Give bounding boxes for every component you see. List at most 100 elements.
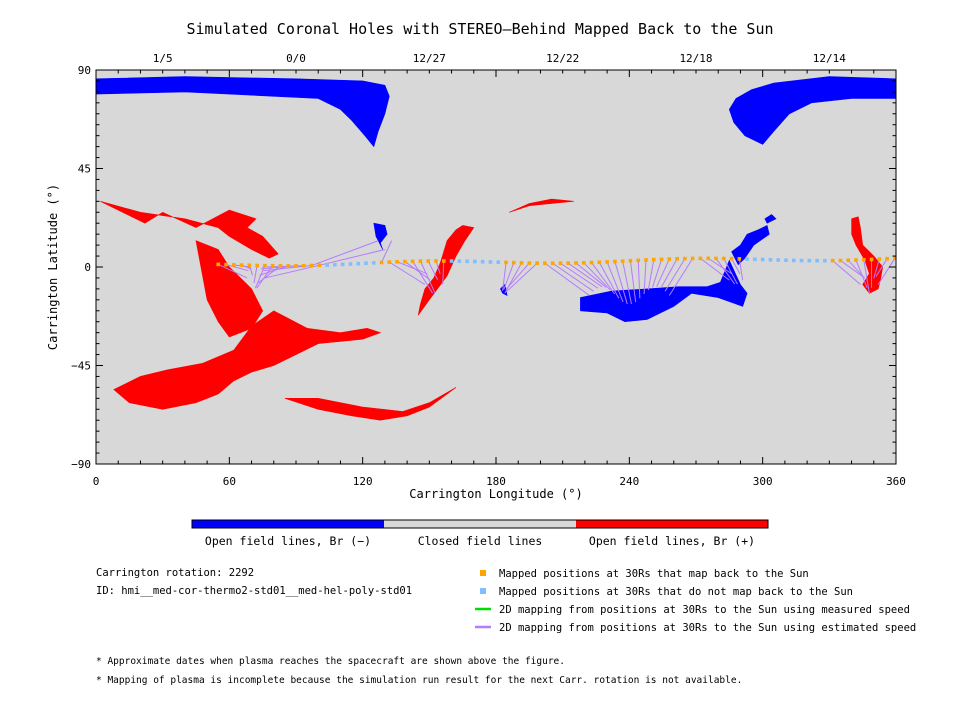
estimated-speed-mapping-line <box>552 262 594 292</box>
estimated-speed-mapping-line <box>442 260 445 285</box>
estimated-speed-mapping-line <box>218 263 248 279</box>
mapped-position-dot <box>597 260 602 265</box>
mapped-position-dot <box>706 256 711 261</box>
estimated-speed-mapping-line <box>643 259 647 295</box>
mapped-position-dot <box>675 256 679 261</box>
mapped-positions-layer <box>216 256 896 268</box>
estimated-speed-mapping-line <box>560 262 599 289</box>
unmapped-position-dot <box>480 259 485 264</box>
mapped-position-dot <box>278 264 283 268</box>
unmapped-position-dot <box>449 259 454 263</box>
estimated-speed-mapping-line <box>840 260 863 277</box>
unmapped-position-dot <box>325 263 329 267</box>
legend: Mapped positions at 30Rs that map back t… <box>475 568 916 634</box>
mapped-position-dot <box>263 263 267 268</box>
estimated-speed-mapping-line <box>855 259 868 289</box>
legend-marker-square <box>480 588 486 594</box>
unmapped-position-dot <box>457 259 462 263</box>
colorbar-label: Open field lines, Br (−) <box>205 534 371 548</box>
mapped-position-dot <box>535 261 539 265</box>
coronal-hole-negative <box>96 76 390 148</box>
mapped-position-dot <box>231 263 236 267</box>
top-date-label: 0/0 <box>286 52 306 65</box>
mapped-position-dot <box>301 263 306 268</box>
estimated-speed-mapping-line <box>614 261 628 305</box>
mapped-position-dot <box>216 262 221 267</box>
mapped-position-dot <box>239 263 244 267</box>
unmapped-position-dot <box>753 257 757 262</box>
y-tick-label: −90 <box>71 458 91 471</box>
mapped-position-dot <box>403 259 407 264</box>
estimated-speed-mapping-line <box>505 262 530 290</box>
mapped-position-dot <box>543 261 547 266</box>
mapped-position-dot <box>644 258 648 262</box>
unmapped-position-dot <box>815 258 819 263</box>
estimated-speed-mapping-line <box>591 262 615 295</box>
unmapped-position-dot <box>823 258 827 263</box>
estimated-speed-mapping-line <box>656 258 670 287</box>
unmapped-position-dot <box>348 262 353 266</box>
y-tick-label: 45 <box>78 163 91 176</box>
unmapped-position-dot <box>745 257 749 261</box>
mapping-lines-layer <box>218 240 896 305</box>
estimated-speed-mapping-line <box>668 258 694 296</box>
estimated-speed-mapping-line <box>664 258 686 292</box>
estimated-speed-mapping-line <box>877 258 896 285</box>
y-tick-label: −45 <box>71 360 91 373</box>
unmapped-position-dot <box>473 259 477 264</box>
unmapped-position-dot <box>768 257 773 262</box>
estimated-speed-mapping-line <box>875 258 888 277</box>
x-tick-label: 0 <box>93 475 100 488</box>
unmapped-position-dot <box>488 260 493 264</box>
chart-title: Simulated Coronal Holes with STEREO–Behi… <box>186 20 774 38</box>
mapped-position-dot <box>659 257 664 262</box>
estimated-speed-mapping-line <box>253 265 258 284</box>
mapped-position-dot <box>628 258 633 263</box>
mapped-position-dot <box>410 259 415 264</box>
unmapped-position-dot <box>465 259 469 264</box>
mapped-position-dot <box>838 258 843 263</box>
estimated-speed-mapping-line <box>381 240 393 263</box>
mapped-position-dot <box>309 263 314 268</box>
mapped-position-dot <box>418 259 423 263</box>
mapped-position-dot <box>317 263 322 268</box>
x-axis-label: Carrington Longitude (°) <box>409 487 582 501</box>
x-tick-label: 180 <box>486 475 506 488</box>
estimated-speed-mapping-line <box>629 260 637 302</box>
estimated-speed-mapping-line <box>435 260 441 274</box>
colorbar <box>191 519 769 529</box>
mapped-position-dot <box>550 261 555 266</box>
colorbar-frame <box>191 519 769 529</box>
mapped-position-dot <box>589 260 594 265</box>
coronal-hole-negative <box>764 214 777 224</box>
unmapped-position-dot <box>776 258 781 262</box>
x-tick-label: 360 <box>886 475 906 488</box>
unmapped-position-dot <box>807 258 812 263</box>
estimated-speed-mapping-line <box>700 257 730 281</box>
mapped-position-dot <box>434 259 438 263</box>
estimated-speed-mapping-line <box>567 262 603 288</box>
unmapped-position-dot <box>760 257 765 262</box>
estimated-speed-mapping-line <box>832 260 861 285</box>
mapped-position-dot <box>877 257 882 261</box>
mapped-position-dot <box>698 256 703 261</box>
mapped-position-dot <box>574 261 578 265</box>
estimated-speed-mapping-line <box>396 261 428 275</box>
mapped-position-dot <box>729 256 734 261</box>
estimated-speed-mapping-line <box>225 264 249 272</box>
estimated-speed-mapping-line <box>715 258 736 285</box>
mapped-position-dot <box>636 258 641 263</box>
estimated-speed-mapping-line <box>583 262 611 291</box>
axis-ticks <box>95 69 897 465</box>
mapped-position-dot <box>581 261 586 265</box>
top-date-label: 12/22 <box>546 52 579 65</box>
top-date-label: 12/14 <box>813 52 846 65</box>
coronal-hole-positive <box>100 201 279 259</box>
estimated-speed-mapping-line <box>575 262 607 288</box>
mapped-position-dot <box>504 260 508 265</box>
y-tick-label: 0 <box>84 261 91 274</box>
estimated-speed-mapping-line <box>311 240 379 267</box>
mapped-position-dot <box>714 256 718 261</box>
estimated-speed-mapping-line <box>319 249 386 266</box>
mapped-position-dot <box>270 263 275 268</box>
